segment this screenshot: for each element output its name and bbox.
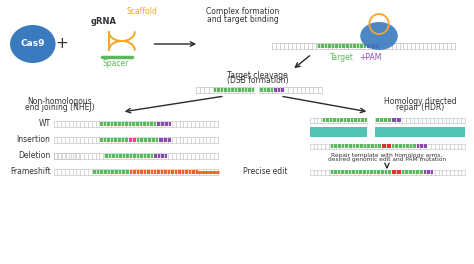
Bar: [156, 122, 171, 126]
Bar: [329, 170, 391, 174]
Text: Complex formation: Complex formation: [206, 7, 279, 16]
Text: desired genomic edit and PAM mutation: desired genomic edit and PAM mutation: [328, 158, 446, 163]
Bar: [99, 122, 156, 126]
Text: Target: Target: [329, 53, 354, 62]
Bar: [329, 144, 381, 148]
Text: WT: WT: [38, 120, 51, 129]
Bar: [366, 44, 379, 48]
Text: Target cleavage: Target cleavage: [227, 70, 288, 79]
Text: Deletion: Deletion: [18, 152, 51, 161]
Bar: [381, 144, 391, 148]
Ellipse shape: [10, 25, 55, 63]
Ellipse shape: [360, 22, 398, 50]
Bar: [375, 127, 465, 137]
Bar: [322, 118, 367, 122]
Bar: [129, 170, 198, 174]
Bar: [401, 170, 422, 174]
Text: Homology directed: Homology directed: [384, 97, 457, 106]
Bar: [213, 88, 255, 92]
Bar: [375, 118, 391, 122]
Bar: [310, 127, 367, 137]
Text: Cas9: Cas9: [20, 40, 45, 49]
Text: (DSB formation): (DSB formation): [227, 77, 288, 86]
Text: gRNA: gRNA: [91, 16, 117, 26]
Text: +PAM: +PAM: [359, 53, 382, 62]
Text: Precise edit: Precise edit: [243, 167, 287, 177]
Text: Non-homologous: Non-homologous: [27, 97, 92, 106]
Bar: [416, 144, 427, 148]
Bar: [158, 138, 171, 142]
Text: end joining (NHEJ): end joining (NHEJ): [25, 103, 94, 112]
Bar: [273, 88, 284, 92]
Bar: [99, 138, 128, 142]
Bar: [92, 170, 129, 174]
Bar: [154, 154, 167, 158]
Bar: [128, 138, 136, 142]
Bar: [391, 170, 401, 174]
Text: Repair template with homology arms,: Repair template with homology arms,: [331, 153, 443, 158]
Bar: [136, 138, 158, 142]
Text: +: +: [55, 36, 68, 51]
Text: Spacer: Spacer: [103, 59, 129, 68]
Bar: [104, 154, 154, 158]
Bar: [259, 88, 273, 92]
Text: Scaffold: Scaffold: [126, 7, 157, 16]
Text: Frameshift: Frameshift: [10, 167, 51, 177]
Bar: [391, 144, 416, 148]
Text: repair (HDR): repair (HDR): [396, 103, 445, 112]
Bar: [317, 44, 366, 48]
Bar: [391, 118, 401, 122]
Text: Insertion: Insertion: [17, 135, 51, 144]
Text: and target binding: and target binding: [207, 16, 278, 25]
Bar: [422, 170, 433, 174]
